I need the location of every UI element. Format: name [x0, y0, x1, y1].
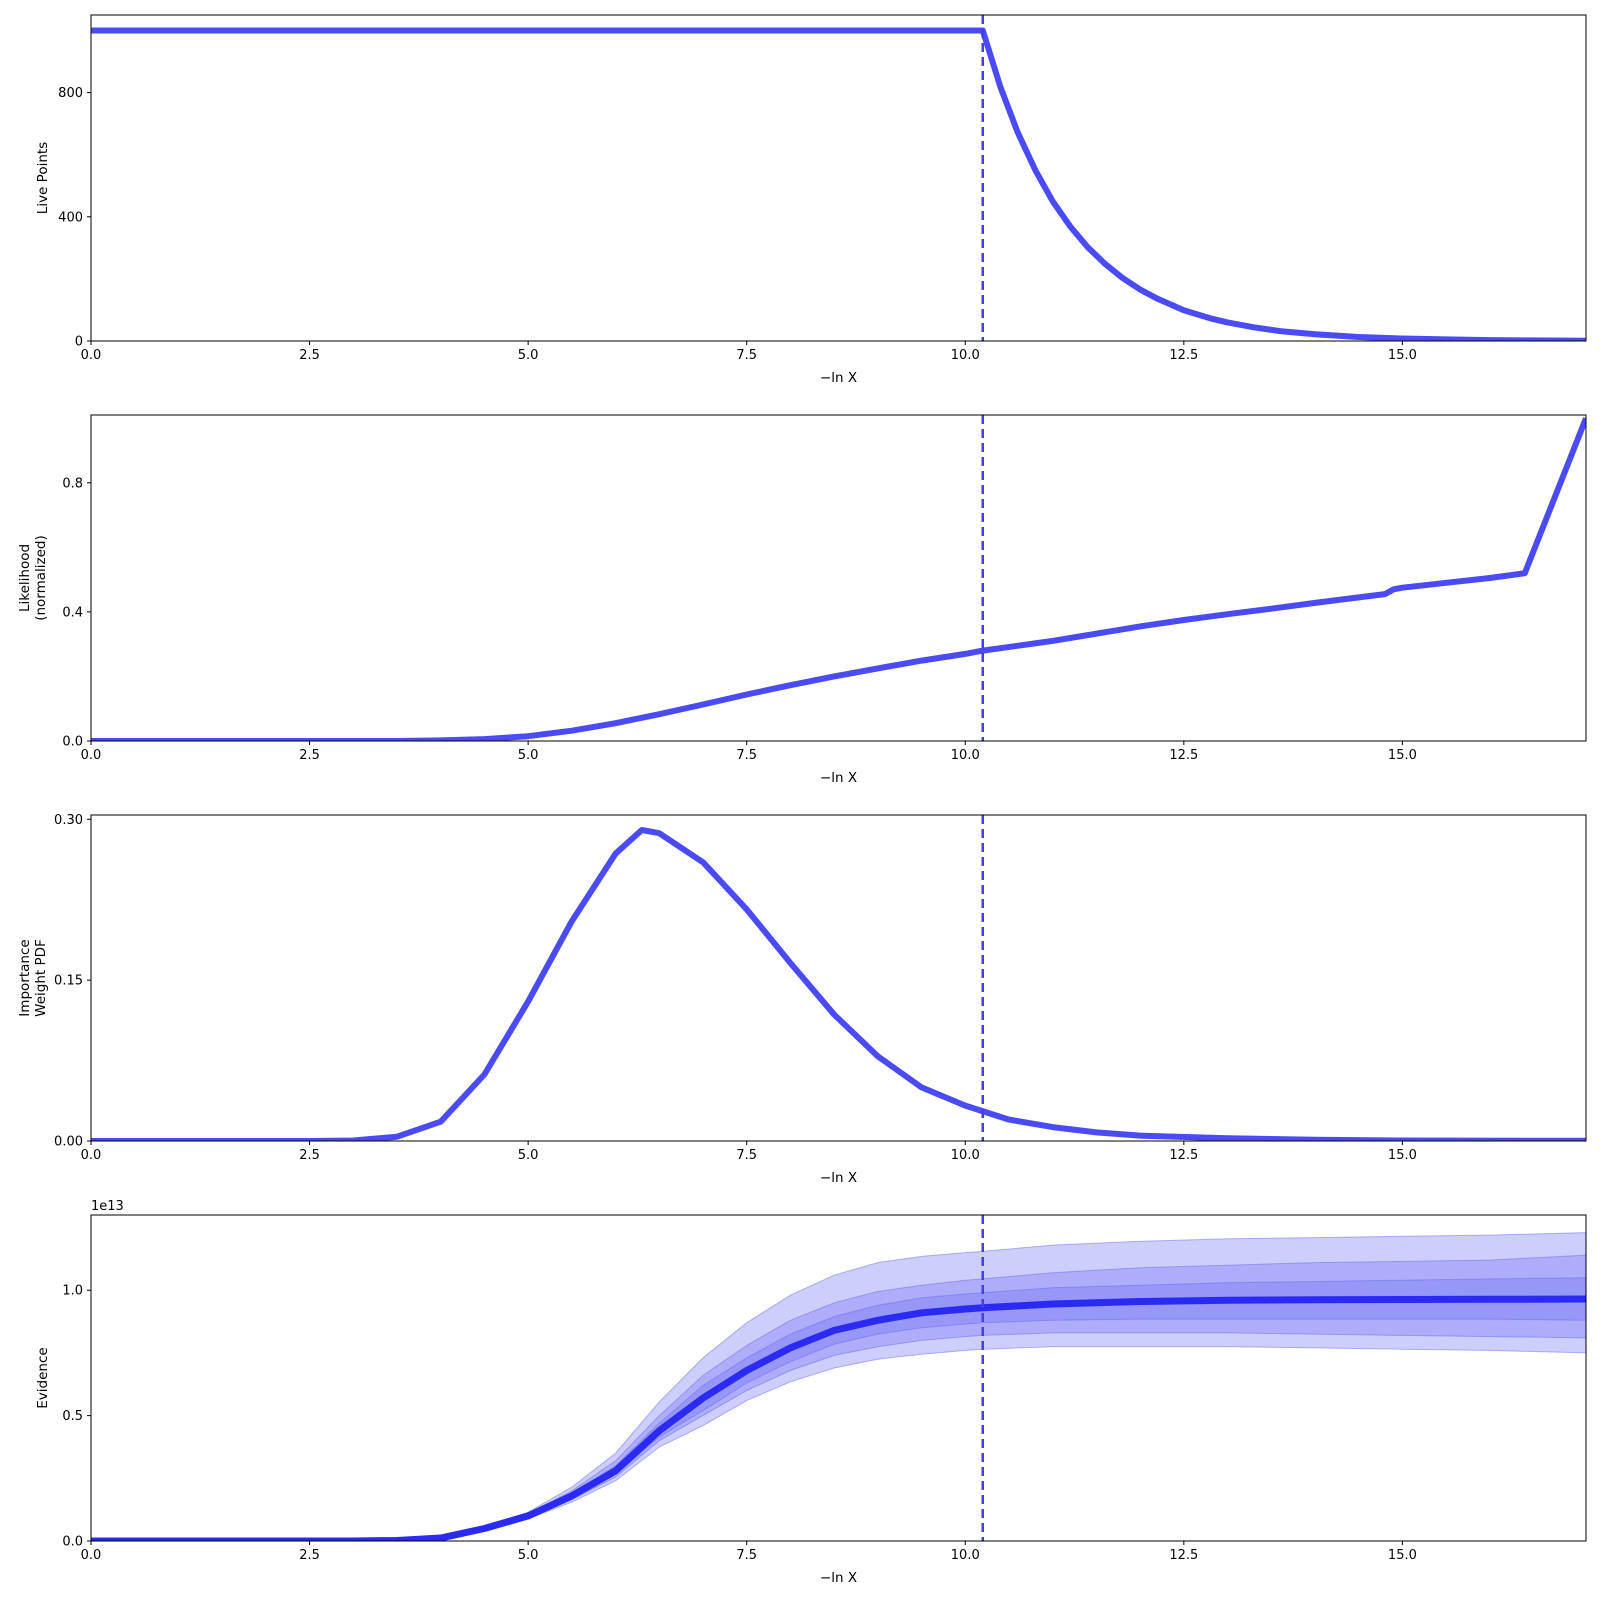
x-tick-label: 7.5	[736, 1148, 757, 1163]
x-tick-label: 15.0	[1388, 1148, 1417, 1163]
y-tick-label: 0.0	[62, 735, 83, 750]
y-axis-label: Likelihood(normalized)	[17, 535, 49, 621]
series-line	[91, 417, 1586, 741]
y-tick-label: 800	[58, 86, 83, 101]
x-axis-label: −ln X	[820, 370, 857, 386]
x-tick-label: 0.0	[81, 748, 102, 763]
x-axis-label: −ln X	[820, 770, 857, 786]
plot-area	[91, 1232, 1586, 1541]
series-line	[91, 827, 1586, 1141]
series-line	[91, 27, 1586, 341]
y-axis-label: Live Points	[35, 142, 51, 214]
y-tick-label: 0.15	[54, 974, 83, 989]
x-tick-label: 15.0	[1388, 1548, 1417, 1563]
y-tick-label: 1.0	[62, 1284, 83, 1299]
x-tick-label: 12.5	[1169, 1148, 1198, 1163]
x-axis-label: −ln X	[820, 1570, 857, 1586]
axes-frame	[90, 814, 1587, 1142]
y-axis-label: Evidence	[35, 1347, 51, 1408]
x-tick-label: 2.5	[299, 1148, 320, 1163]
x-tick-label: 15.0	[1388, 348, 1417, 363]
plot-area	[91, 27, 1586, 341]
y-tick-label: 0.8	[62, 476, 83, 491]
y-tick-label: 0.5	[62, 1409, 83, 1424]
axes-frame	[90, 1214, 1587, 1542]
x-tick-label: 2.5	[299, 1548, 320, 1563]
x-tick-label: 7.5	[736, 748, 757, 763]
x-tick-label: 12.5	[1169, 348, 1198, 363]
x-tick-label: 12.5	[1169, 748, 1198, 763]
x-tick-label: 12.5	[1169, 1548, 1198, 1563]
x-tick-label: 0.0	[81, 348, 102, 363]
plot-area	[91, 827, 1586, 1141]
x-tick-label: 15.0	[1388, 748, 1417, 763]
y-tick-label: 0.4	[62, 605, 83, 620]
x-tick-label: 2.5	[299, 348, 320, 363]
y-axis-label: ImportanceWeight PDF	[17, 939, 49, 1017]
x-tick-label: 10.0	[951, 1148, 980, 1163]
x-tick-label: 2.5	[299, 748, 320, 763]
y-tick-label: 0.30	[54, 813, 83, 828]
axes-frame	[90, 414, 1587, 742]
x-tick-label: 7.5	[736, 1548, 757, 1563]
x-tick-label: 5.0	[518, 1148, 539, 1163]
x-tick-label: 5.0	[518, 348, 539, 363]
x-tick-label: 7.5	[736, 348, 757, 363]
x-axis-label: −ln X	[820, 1170, 857, 1186]
x-tick-label: 10.0	[951, 748, 980, 763]
panel-1: 0.0 2.5 5.0 7.5 10.0 12.5 15.0 0 400 800 −ln X Live…	[35, 14, 1587, 386]
y-offset-label: 1e13	[91, 1199, 124, 1214]
y-tick-label: 0	[75, 335, 83, 350]
x-tick-label: 5.0	[518, 748, 539, 763]
series-line	[91, 1295, 1586, 1541]
y-tick-label: 400	[58, 210, 83, 225]
x-tick-label: 0.0	[81, 1548, 102, 1563]
x-tick-label: 0.0	[81, 1148, 102, 1163]
evidence-band-3	[91, 1277, 1586, 1541]
plot-area	[91, 417, 1586, 741]
y-tick-label: 0.0	[62, 1535, 83, 1550]
x-tick-label: 10.0	[951, 1548, 980, 1563]
evidence-band-2	[91, 1254, 1586, 1541]
panel-2: 0.0 2.5 5.0 7.5 10.0 12.5 15.0 0.0 0.4 0.8 −ln X Li…	[17, 414, 1587, 786]
axes-frame	[90, 14, 1587, 342]
x-tick-label: 5.0	[518, 1548, 539, 1563]
panel-4: 0.0 2.5 5.0 7.5 10.0 12.5 15.0 0.0 0.5 1.0 −ln X Ev…	[35, 1199, 1587, 1586]
x-tick-label: 10.0	[951, 348, 980, 363]
evidence-band-1	[91, 1232, 1586, 1541]
y-tick-label: 0.00	[54, 1135, 83, 1150]
panel-3: 0.0 2.5 5.0 7.5 10.0 12.5 15.0 0.00 0.15 0.30 −ln …	[17, 813, 1587, 1186]
